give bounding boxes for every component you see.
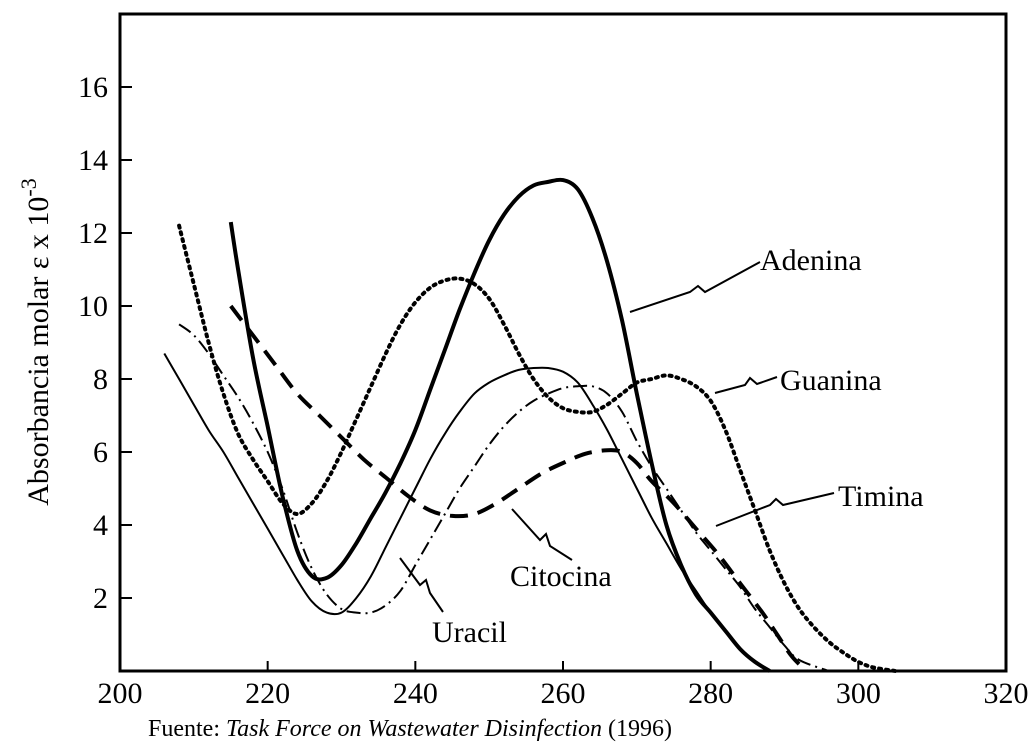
x-tick-label: 260 — [541, 677, 586, 710]
y-tick-label: 6 — [93, 436, 108, 469]
y-tick-label: 8 — [93, 363, 108, 396]
y-tick-label: 10 — [78, 290, 108, 323]
caption-prefix: Fuente: — [148, 716, 226, 742]
y-tick-label: 4 — [93, 509, 108, 542]
y-axis-label: Absorbancia molar ε x 10-3 — [16, 178, 55, 506]
leader-line-uracil — [399, 557, 444, 613]
series-layer — [163, 177, 898, 673]
x-tick-label: 220 — [245, 677, 290, 710]
y-axis-label-exponent: -3 — [16, 178, 41, 196]
y-tick-label: 12 — [78, 217, 108, 250]
caption-source-title: Task Force on Wastewater Disinfection — [226, 716, 602, 742]
caption-suffix: (1996) — [601, 716, 672, 742]
source-caption: Fuente: Task Force on Wastewater Disinfe… — [148, 716, 672, 743]
series-line-timina — [178, 323, 830, 672]
y-tick-label: 14 — [78, 144, 108, 177]
series-label-citocina: Citocina — [510, 560, 612, 593]
x-tick-label: 280 — [688, 677, 733, 710]
leader-line-citocina — [511, 508, 573, 561]
leader-line-guanina — [714, 376, 778, 394]
series-line-citocina — [229, 304, 809, 673]
x-tick-label: 240 — [393, 677, 438, 710]
y-axis-label-text: Absorbancia molar ε x 10 — [22, 197, 55, 506]
x-tick-label: 320 — [984, 677, 1029, 710]
x-tick-label: 200 — [98, 677, 143, 710]
y-tick-label: 2 — [93, 582, 108, 615]
series-line-uracil — [163, 352, 771, 672]
series-label-uracil: Uracil — [432, 616, 507, 649]
series-label-guanina: Guanina — [780, 364, 882, 397]
series-line-adenina — [228, 177, 771, 673]
x-tick-label: 300 — [836, 677, 881, 710]
y-tick-label: 16 — [78, 71, 108, 104]
series-line-guanina — [177, 223, 898, 673]
series-label-adenina: Adenina — [760, 244, 862, 277]
leader-line-adenina — [629, 261, 761, 313]
series-label-timina: Timina — [838, 480, 924, 513]
axis-ticks: 200 220 240 260 280 300 320 2 4 6 8 10 12 14 16 — [78, 71, 1029, 710]
leader-line-timina — [715, 492, 835, 527]
